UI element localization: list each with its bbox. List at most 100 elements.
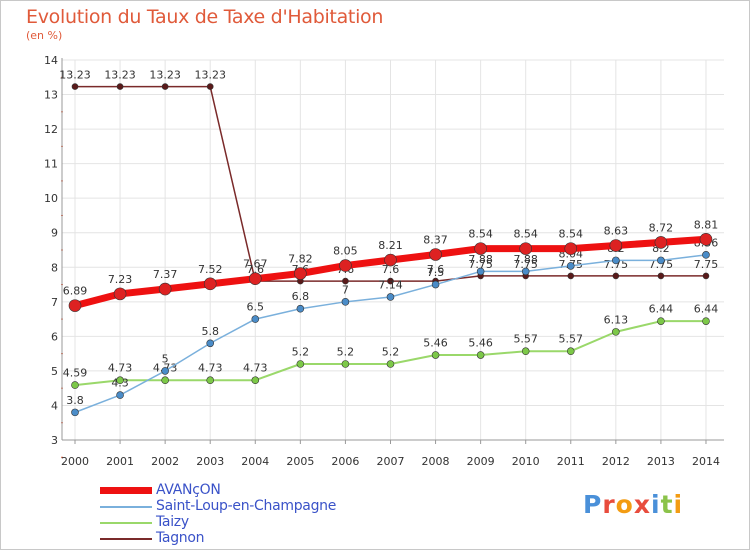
logo-letter: P — [583, 490, 603, 519]
y-tick-label: 5 — [51, 365, 58, 378]
y-tick-label: 7 — [51, 296, 58, 309]
data-label-avan-on: 8.63 — [604, 225, 629, 238]
data-point-taizy — [566, 347, 575, 356]
data-point-tagnon — [71, 83, 79, 90]
data-point-avan-on — [609, 239, 623, 252]
legend-swatch — [100, 487, 152, 494]
data-point-saint-loup-en-champagne — [206, 339, 215, 348]
y-tick-label: 13 — [44, 89, 58, 102]
legend-item-avancon: AVANçON — [100, 482, 460, 499]
data-label-saint-loup-en-champagne: 7.88 — [468, 253, 493, 266]
data-point-saint-loup-en-champagne — [612, 256, 620, 265]
data-point-taizy — [296, 360, 305, 368]
data-point-saint-loup-en-champagne — [251, 315, 260, 323]
data-label-avan-on: 7.52 — [198, 263, 223, 276]
data-point-taizy — [341, 360, 350, 368]
x-tick-label: 2009 — [467, 455, 495, 468]
legend-swatch — [100, 522, 152, 524]
data-point-taizy — [431, 351, 440, 359]
x-tick-label: 2012 — [602, 455, 630, 468]
y-tick-label: 6 — [51, 330, 58, 343]
data-point-saint-loup-en-champagne — [657, 256, 665, 265]
data-label-taizy: 5.2 — [292, 346, 310, 359]
y-tick-label: 10 — [44, 192, 58, 205]
y-tick-label: 4 — [51, 399, 58, 412]
data-label-avan-on: 7.82 — [288, 252, 313, 265]
data-label-avan-on: 8.72 — [649, 221, 674, 234]
legend-swatch — [100, 506, 152, 508]
data-point-tagnon — [387, 277, 394, 285]
data-point-saint-loup-en-champagne — [476, 267, 485, 276]
data-label-tagnon: 13.23 — [59, 69, 91, 82]
data-point-taizy — [657, 317, 665, 325]
x-tick-label: 2000 — [61, 455, 89, 468]
data-point-avan-on — [654, 236, 668, 249]
legend-label: AVANçON — [156, 482, 221, 498]
legend-label: Taizy — [156, 514, 189, 530]
data-point-taizy — [116, 376, 124, 385]
data-label-avan-on: 8.37 — [423, 233, 448, 246]
x-tick-label: 2002 — [151, 455, 179, 468]
data-point-taizy — [71, 381, 79, 389]
logo-letter: r — [602, 490, 616, 519]
data-point-saint-loup-en-champagne — [431, 280, 440, 289]
data-point-taizy — [206, 376, 215, 385]
legend-item-saint-loup: Saint-Loup-en-Champagne — [100, 498, 460, 515]
data-point-avan-on — [248, 272, 262, 285]
data-point-saint-loup-en-champagne — [116, 391, 124, 399]
data-label-avan-on: 8.05 — [333, 245, 358, 258]
data-label-saint-loup-en-champagne: 6.5 — [247, 301, 265, 314]
data-point-avan-on — [564, 242, 578, 255]
y-tick-label: 11 — [44, 158, 58, 171]
data-point-avan-on — [699, 232, 713, 246]
data-point-avan-on — [519, 242, 533, 255]
y-tick-label: 14 — [44, 54, 58, 67]
data-point-tagnon — [161, 83, 169, 90]
y-tick-label: 8 — [51, 261, 58, 274]
data-label-saint-loup-en-champagne: 5.8 — [201, 325, 219, 338]
data-point-saint-loup-en-champagne — [566, 262, 575, 270]
data-label-avan-on: 7.67 — [243, 258, 268, 271]
data-label-saint-loup-en-champagne: 5 — [162, 352, 169, 365]
data-label-avan-on: 7.37 — [153, 268, 178, 281]
data-point-tagnon — [567, 272, 575, 280]
data-point-taizy — [702, 317, 710, 325]
data-label-taizy: 5.2 — [337, 346, 355, 359]
data-label-avan-on: 6.89 — [63, 285, 88, 298]
data-point-taizy — [521, 347, 530, 356]
data-point-tagnon — [657, 272, 665, 280]
data-label-saint-loup-en-champagne: 7.5 — [427, 266, 445, 279]
data-point-taizy — [251, 376, 260, 385]
logo-letter: o — [615, 490, 634, 519]
data-point-avan-on — [68, 299, 82, 312]
chart-subtitle: (en %) — [26, 29, 63, 42]
legend-label: Tagnon — [156, 530, 205, 546]
data-label-taizy: 4.59 — [63, 367, 88, 380]
data-label-tagnon: 13.23 — [104, 69, 136, 82]
data-label-taizy: 4.73 — [243, 362, 268, 375]
data-point-saint-loup-en-champagne — [341, 298, 350, 306]
y-tick-label: 12 — [44, 123, 58, 136]
data-label-taizy: 5.46 — [423, 337, 448, 350]
data-label-taizy: 5.57 — [513, 333, 538, 346]
data-point-avan-on — [339, 259, 352, 272]
chart-title: Evolution du Taux de Taxe d'Habitation — [26, 6, 384, 28]
data-label-taizy: 5.2 — [382, 346, 400, 359]
legend-swatch — [100, 538, 152, 540]
data-label-saint-loup-en-champagne: 6.8 — [292, 290, 310, 303]
legend-item-tagnon: Tagnon — [100, 530, 460, 547]
data-label-taizy: 6.13 — [604, 313, 629, 326]
logo-letter: i — [651, 490, 661, 519]
data-label-tagnon: 7.6 — [382, 263, 400, 276]
data-point-saint-loup-en-champagne — [71, 408, 79, 417]
x-tick-label: 2008 — [422, 455, 450, 468]
data-point-saint-loup-en-champagne — [161, 367, 169, 375]
legend-label: Saint-Loup-en-Champagne — [156, 498, 337, 514]
logo-letter: t — [660, 490, 674, 519]
data-label-saint-loup-en-champagne: 3.8 — [66, 394, 84, 407]
data-label-taizy: 5.46 — [468, 337, 493, 350]
data-point-tagnon — [612, 272, 620, 280]
x-tick-label: 2007 — [376, 455, 404, 468]
data-point-tagnon — [206, 83, 214, 90]
data-point-saint-loup-en-champagne — [702, 251, 710, 259]
